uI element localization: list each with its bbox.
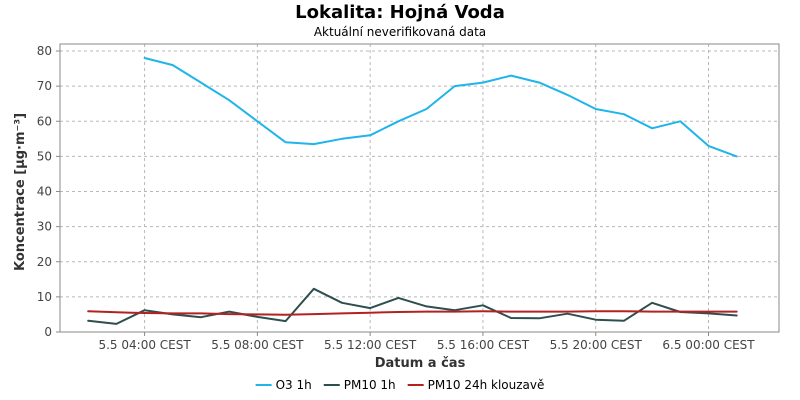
series-layer — [87, 57, 738, 325]
x-axis-label: Datum a čas — [375, 356, 466, 371]
legend-label: O3 1h — [276, 378, 312, 392]
y-tick-label: 60 — [37, 114, 52, 128]
y-tick-label: 80 — [37, 44, 52, 58]
y-tick-label: 10 — [37, 290, 52, 304]
grid-layer — [60, 44, 779, 332]
legend-label: PM10 1h — [344, 378, 396, 392]
chart-title: Lokalita: Hojná Voda — [295, 2, 505, 23]
x-tick-label: 5.5 16:00 CEST — [437, 338, 530, 352]
y-tick-label: 0 — [44, 325, 52, 339]
x-tick-label: 5.5 04:00 CEST — [98, 338, 191, 352]
y-tick-label: 30 — [37, 220, 52, 234]
axis-layer: 0 10 20 30 40 50 60 70 80 5.5 04:00 CEST 5.5 08:00… — [37, 44, 756, 352]
y-tick-label: 70 — [37, 79, 52, 93]
series-line-2 — [87, 310, 738, 316]
legend-label: PM10 24h klouzavě — [428, 378, 545, 392]
chart-subtitle: Aktuální neverifikovaná data — [314, 25, 486, 39]
legend: O3 1h PM10 1h PM10 24h klouzavě — [255, 378, 545, 392]
y-tick-label: 20 — [37, 255, 52, 269]
y-axis-label: Koncentrace [µg·m⁻³] — [13, 113, 28, 271]
y-tick-label: 50 — [37, 149, 52, 163]
y-tick-label: 40 — [37, 185, 52, 199]
x-tick-label: 6.5 00:00 CEST — [662, 338, 755, 352]
legend-item: PM10 24h klouzavě — [407, 378, 545, 392]
legend-item: PM10 1h — [323, 378, 396, 392]
x-tick-label: 5.5 20:00 CEST — [550, 338, 643, 352]
series-line-0 — [143, 57, 738, 158]
plot-frame — [59, 43, 780, 333]
x-tick-label: 5.5 12:00 CEST — [324, 338, 417, 352]
x-tick-label: 5.5 08:00 CEST — [211, 338, 304, 352]
series-line-1 — [87, 287, 738, 325]
legend-item: O3 1h — [255, 378, 312, 392]
